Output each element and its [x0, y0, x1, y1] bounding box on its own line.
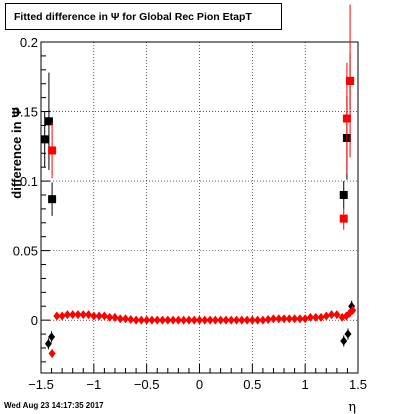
- diamond-marker: [312, 312, 320, 322]
- diamond-marker: [296, 314, 304, 324]
- y-tick-label: 0.2: [20, 35, 38, 50]
- diamond-marker: [143, 315, 151, 325]
- axes: −1.5 −1 −0.5 0 0.5 1 1.5 0 0.05 0.1 0.15 0.2: [13, 35, 367, 392]
- x-tick-label: −1: [86, 377, 101, 392]
- x-tick-label: 0.5: [243, 377, 261, 392]
- diamond-marker: [122, 314, 130, 324]
- diamond-marker: [137, 315, 145, 325]
- diamond-marker: [90, 311, 98, 321]
- diamond-marker: [44, 339, 52, 349]
- diamond-marker: [206, 315, 214, 325]
- diamond-marker: [248, 315, 256, 325]
- diamond-marker: [317, 312, 325, 322]
- data-points: [40, 4, 357, 359]
- diamond-marker: [238, 315, 246, 325]
- diamond-marker: [306, 312, 314, 322]
- diamond-marker: [264, 314, 272, 324]
- diamond-marker: [159, 315, 167, 325]
- diamond-marker: [185, 315, 193, 325]
- diamond-marker: [344, 329, 352, 339]
- diamond-marker: [127, 314, 135, 324]
- x-tick-label: 1: [302, 377, 309, 392]
- square-marker: [339, 190, 348, 199]
- diamond-marker: [53, 311, 61, 321]
- diamond-marker: [132, 315, 140, 325]
- diamond-marker: [100, 311, 108, 321]
- diamond-marker: [291, 314, 299, 324]
- diamond-marker: [74, 310, 82, 320]
- square-marker: [342, 114, 351, 123]
- diamond-marker: [211, 315, 219, 325]
- diamond-marker: [58, 311, 66, 321]
- x-tick-label: −1.5: [28, 377, 54, 392]
- square-marker: [44, 117, 53, 126]
- x-axis-label: η: [348, 400, 356, 414]
- diamond-marker: [180, 315, 188, 325]
- diamond-marker: [79, 310, 87, 320]
- diamond-marker: [349, 305, 357, 315]
- diamond-marker: [301, 314, 309, 324]
- diamond-marker: [217, 315, 225, 325]
- diamond-marker: [275, 314, 283, 324]
- y-axis-label: difference in Ψ: [9, 107, 24, 198]
- diamond-marker: [116, 314, 124, 324]
- diamond-marker: [340, 336, 348, 346]
- diamond-marker: [259, 315, 267, 325]
- diamond-marker: [174, 315, 182, 325]
- y-tick-label: 0.15: [13, 105, 38, 120]
- square-marker: [40, 135, 49, 144]
- chart-title: Fitted difference in Ψ for Global Rec Pi…: [5, 3, 282, 30]
- x-tick-label: 0: [196, 377, 203, 392]
- diamond-marker: [148, 315, 156, 325]
- diamond-marker: [69, 310, 77, 320]
- diamond-marker: [63, 310, 71, 320]
- diamond-marker: [285, 314, 293, 324]
- diamond-marker: [164, 315, 172, 325]
- diamond-marker: [201, 315, 209, 325]
- diamond-marker: [169, 315, 177, 325]
- diamond-marker: [243, 315, 251, 325]
- diamond-marker: [227, 315, 235, 325]
- square-marker: [346, 76, 355, 85]
- square-marker: [48, 146, 57, 155]
- diamond-marker: [95, 311, 103, 321]
- diamond-marker: [328, 310, 336, 320]
- diamond-marker: [269, 314, 277, 324]
- y-tick-label: 0.05: [13, 244, 38, 259]
- x-tick-label: 1.5: [349, 377, 367, 392]
- square-marker: [48, 195, 57, 204]
- timestamp: Wed Aug 23 14:17:35 2017: [4, 401, 104, 410]
- diamond-marker: [48, 332, 56, 342]
- diamond-marker: [333, 310, 341, 320]
- diamond-marker: [322, 311, 330, 321]
- diamond-marker: [153, 315, 161, 325]
- square-marker: [339, 214, 348, 223]
- diamond-marker: [196, 315, 203, 325]
- diamond-marker: [232, 315, 240, 325]
- y-tick-label: 0: [31, 313, 38, 328]
- y-tick-label: 0.1: [20, 174, 38, 189]
- diamond-marker: [111, 312, 119, 322]
- diamond-marker: [48, 349, 56, 359]
- x-tick-label: −0.5: [134, 377, 160, 392]
- diamond-marker: [254, 315, 262, 325]
- diamond-marker: [85, 310, 93, 320]
- diamond-marker: [280, 314, 288, 324]
- diamond-marker: [106, 312, 114, 322]
- diamond-marker: [190, 315, 198, 325]
- diamond-marker: [222, 315, 230, 325]
